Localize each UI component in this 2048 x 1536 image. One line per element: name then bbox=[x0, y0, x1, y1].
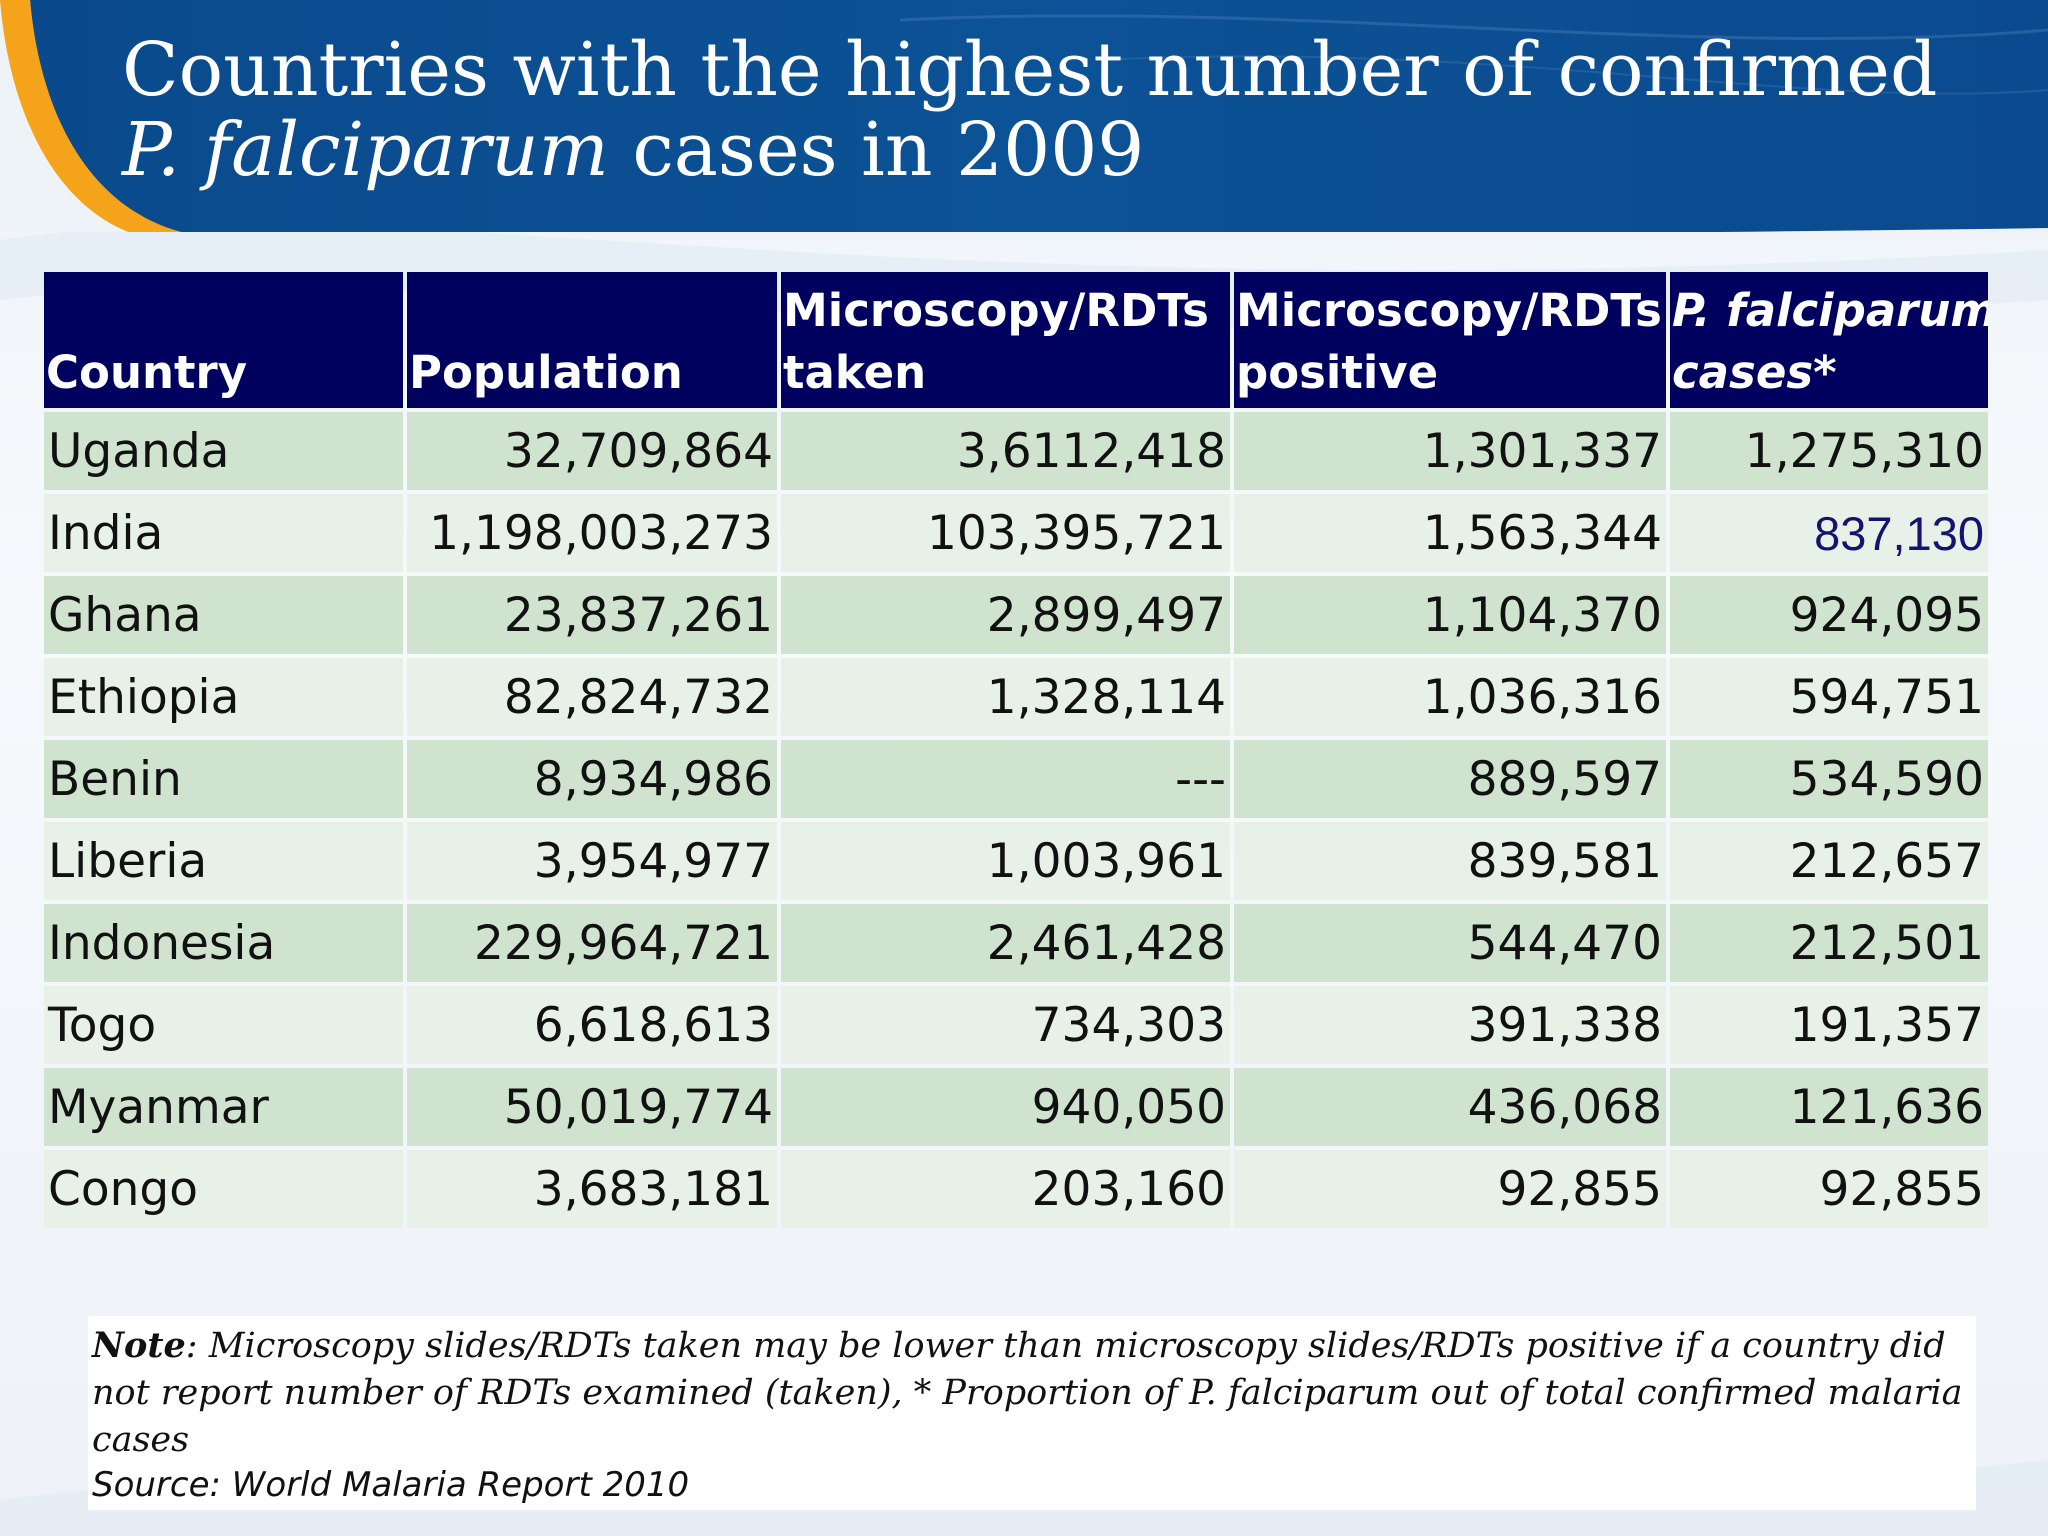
cell-country: Indonesia bbox=[44, 904, 403, 982]
cell-pf-cases: 1,275,310 bbox=[1670, 412, 1988, 490]
table-header-row: Country Population Microscopy/RDTs taken … bbox=[44, 272, 1988, 408]
cell-pf-cases: 924,095 bbox=[1670, 576, 1988, 654]
cell-positive: 391,338 bbox=[1234, 986, 1666, 1064]
cell-positive: 544,470 bbox=[1234, 904, 1666, 982]
cell-taken: 203,160 bbox=[781, 1150, 1230, 1228]
cell-taken: 2,899,497 bbox=[781, 576, 1230, 654]
data-table-wrapper: Country Population Microscopy/RDTs taken … bbox=[40, 268, 1992, 1232]
header-label-line2: taken bbox=[783, 346, 927, 399]
note-text: : Microscopy slides/RDTs taken may be lo… bbox=[92, 1326, 1963, 1460]
cell-country: Liberia bbox=[44, 822, 403, 900]
cell-taken: 734,303 bbox=[781, 986, 1230, 1064]
header-label: Population bbox=[409, 346, 683, 399]
cell-population: 50,019,774 bbox=[407, 1068, 777, 1146]
cell-population: 3,954,977 bbox=[407, 822, 777, 900]
cell-positive: 1,104,370 bbox=[1234, 576, 1666, 654]
cell-taken: 2,461,428 bbox=[781, 904, 1230, 982]
cell-population: 82,824,732 bbox=[407, 658, 777, 736]
cell-taken: 1,328,114 bbox=[781, 658, 1230, 736]
cell-taken: 940,050 bbox=[781, 1068, 1230, 1146]
title-part1: Countries with the highest number of con… bbox=[122, 27, 1938, 113]
header-label-line1: Microscopy/RDTs bbox=[783, 284, 1209, 337]
footnote-box: Note: Microscopy slides/RDTs taken may b… bbox=[88, 1316, 1976, 1510]
cell-country: Congo bbox=[44, 1150, 403, 1228]
header-positive: Microscopy/RDTs positive bbox=[1234, 272, 1666, 408]
table-row: Liberia 3,954,977 1,003,961 839,581 212,… bbox=[44, 822, 1988, 900]
source-citation: Source: World Malaria Report 2010 bbox=[92, 1465, 690, 1505]
cell-pf-cases: 92,855 bbox=[1670, 1150, 1988, 1228]
cell-positive: 436,068 bbox=[1234, 1068, 1666, 1146]
header-label-line2: positive bbox=[1236, 346, 1439, 399]
cell-population: 32,709,864 bbox=[407, 412, 777, 490]
cell-positive: 1,563,344 bbox=[1234, 494, 1666, 572]
header-pf-cases: P. falciparum cases* bbox=[1670, 272, 1988, 408]
cell-country: Ghana bbox=[44, 576, 403, 654]
cell-country: Togo bbox=[44, 986, 403, 1064]
cell-taken: 103,395,721 bbox=[781, 494, 1230, 572]
cell-pf-cases: 534,590 bbox=[1670, 740, 1988, 818]
banner-graphic bbox=[0, 0, 2048, 232]
cell-taken: 1,003,961 bbox=[781, 822, 1230, 900]
cell-positive: 839,581 bbox=[1234, 822, 1666, 900]
cell-country: Ethiopia bbox=[44, 658, 403, 736]
cell-taken: 3,6112,418 bbox=[781, 412, 1230, 490]
cell-country: Myanmar bbox=[44, 1068, 403, 1146]
header-label-line2: cases* bbox=[1672, 346, 1837, 399]
header-taken: Microscopy/RDTs taken bbox=[781, 272, 1230, 408]
header-label: Country bbox=[46, 346, 248, 399]
cell-positive: 92,855 bbox=[1234, 1150, 1666, 1228]
title-italic: P. falciparum bbox=[122, 107, 609, 193]
header-population: Population bbox=[407, 272, 777, 408]
table-row: India 1,198,003,273 103,395,721 1,563,34… bbox=[44, 494, 1988, 572]
table-row: Ethiopia 82,824,732 1,328,114 1,036,316 … bbox=[44, 658, 1988, 736]
table-row: Togo 6,618,613 734,303 391,338 191,357 bbox=[44, 986, 1988, 1064]
header-label-line1: Microscopy/RDTs bbox=[1236, 284, 1662, 337]
cell-pf-cases: 212,501 bbox=[1670, 904, 1988, 982]
cell-country: Uganda bbox=[44, 412, 403, 490]
table-row: Ghana 23,837,261 2,899,497 1,104,370 924… bbox=[44, 576, 1988, 654]
header-banner: Countries with the highest number of con… bbox=[0, 0, 2048, 232]
cell-population: 3,683,181 bbox=[407, 1150, 777, 1228]
header-country: Country bbox=[44, 272, 403, 408]
cell-pf-cases: 191,357 bbox=[1670, 986, 1988, 1064]
cell-pf-cases: 837,130 bbox=[1670, 494, 1988, 572]
cell-taken: --- bbox=[781, 740, 1230, 818]
table-row: Benin 8,934,986 --- 889,597 534,590 bbox=[44, 740, 1988, 818]
title-part2: cases in 2009 bbox=[608, 107, 1145, 193]
cell-pf-cases: 212,657 bbox=[1670, 822, 1988, 900]
cell-population: 23,837,261 bbox=[407, 576, 777, 654]
cell-pf-cases: 121,636 bbox=[1670, 1068, 1988, 1146]
data-table: Country Population Microscopy/RDTs taken … bbox=[40, 268, 1992, 1232]
cell-positive: 1,036,316 bbox=[1234, 658, 1666, 736]
cell-positive: 1,301,337 bbox=[1234, 412, 1666, 490]
cell-pf-cases: 594,751 bbox=[1670, 658, 1988, 736]
cell-population: 1,198,003,273 bbox=[407, 494, 777, 572]
cell-country: Benin bbox=[44, 740, 403, 818]
cell-population: 229,964,721 bbox=[407, 904, 777, 982]
table-row: Myanmar 50,019,774 940,050 436,068 121,6… bbox=[44, 1068, 1988, 1146]
note-label: Note bbox=[92, 1325, 186, 1366]
table-row: Indonesia 229,964,721 2,461,428 544,470 … bbox=[44, 904, 1988, 982]
table-row: Uganda 32,709,864 3,6112,418 1,301,337 1… bbox=[44, 412, 1988, 490]
table-row: Congo 3,683,181 203,160 92,855 92,855 bbox=[44, 1150, 1988, 1228]
cell-country: India bbox=[44, 494, 403, 572]
cell-population: 8,934,986 bbox=[407, 740, 777, 818]
header-label-line1: P. falciparum bbox=[1672, 284, 1988, 337]
cell-positive: 889,597 bbox=[1234, 740, 1666, 818]
page-title: Countries with the highest number of con… bbox=[122, 30, 2002, 190]
cell-population: 6,618,613 bbox=[407, 986, 777, 1064]
